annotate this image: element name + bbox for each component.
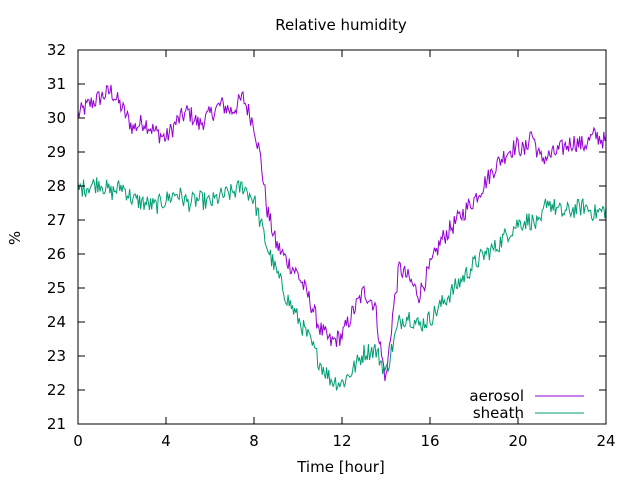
y-tick-label: 27 xyxy=(47,211,66,229)
y-tick-label: 32 xyxy=(47,41,66,59)
y-tick-label: 31 xyxy=(47,75,66,93)
y-tick-label: 28 xyxy=(47,177,66,195)
x-tick-label: 4 xyxy=(161,432,171,450)
x-tick-label: 0 xyxy=(73,432,83,450)
x-tick-label: 12 xyxy=(332,432,351,450)
tick-layer: 0 4 8 12 16 20 24 21 22 23 24 25 26 27 28 29 30 31 32 xyxy=(47,41,616,450)
x-tick-label: 8 xyxy=(249,432,259,450)
series-layer xyxy=(77,84,607,391)
x-tick-label: 16 xyxy=(420,432,439,450)
y-tick-label: 24 xyxy=(47,313,66,331)
y-tick-label: 22 xyxy=(47,381,66,399)
series-line-sheath xyxy=(77,177,607,391)
y-axis-label: % xyxy=(6,231,24,245)
y-tick-label: 25 xyxy=(47,279,66,297)
series-line-aerosol xyxy=(77,84,607,382)
x-tick-label: 24 xyxy=(596,432,615,450)
legend-label-aerosol: aerosol xyxy=(469,387,524,405)
y-tick-label: 26 xyxy=(47,245,66,263)
y-tick-label: 21 xyxy=(47,415,66,433)
legend-label-sheath: sheath xyxy=(473,404,524,422)
y-tick-label: 30 xyxy=(47,109,66,127)
y-tick-label: 29 xyxy=(47,143,66,161)
x-tick-label: 20 xyxy=(508,432,527,450)
chart-title: Relative humidity xyxy=(275,16,407,34)
y-tick-label: 23 xyxy=(47,347,66,365)
x-axis-label: Time [hour] xyxy=(296,458,385,476)
